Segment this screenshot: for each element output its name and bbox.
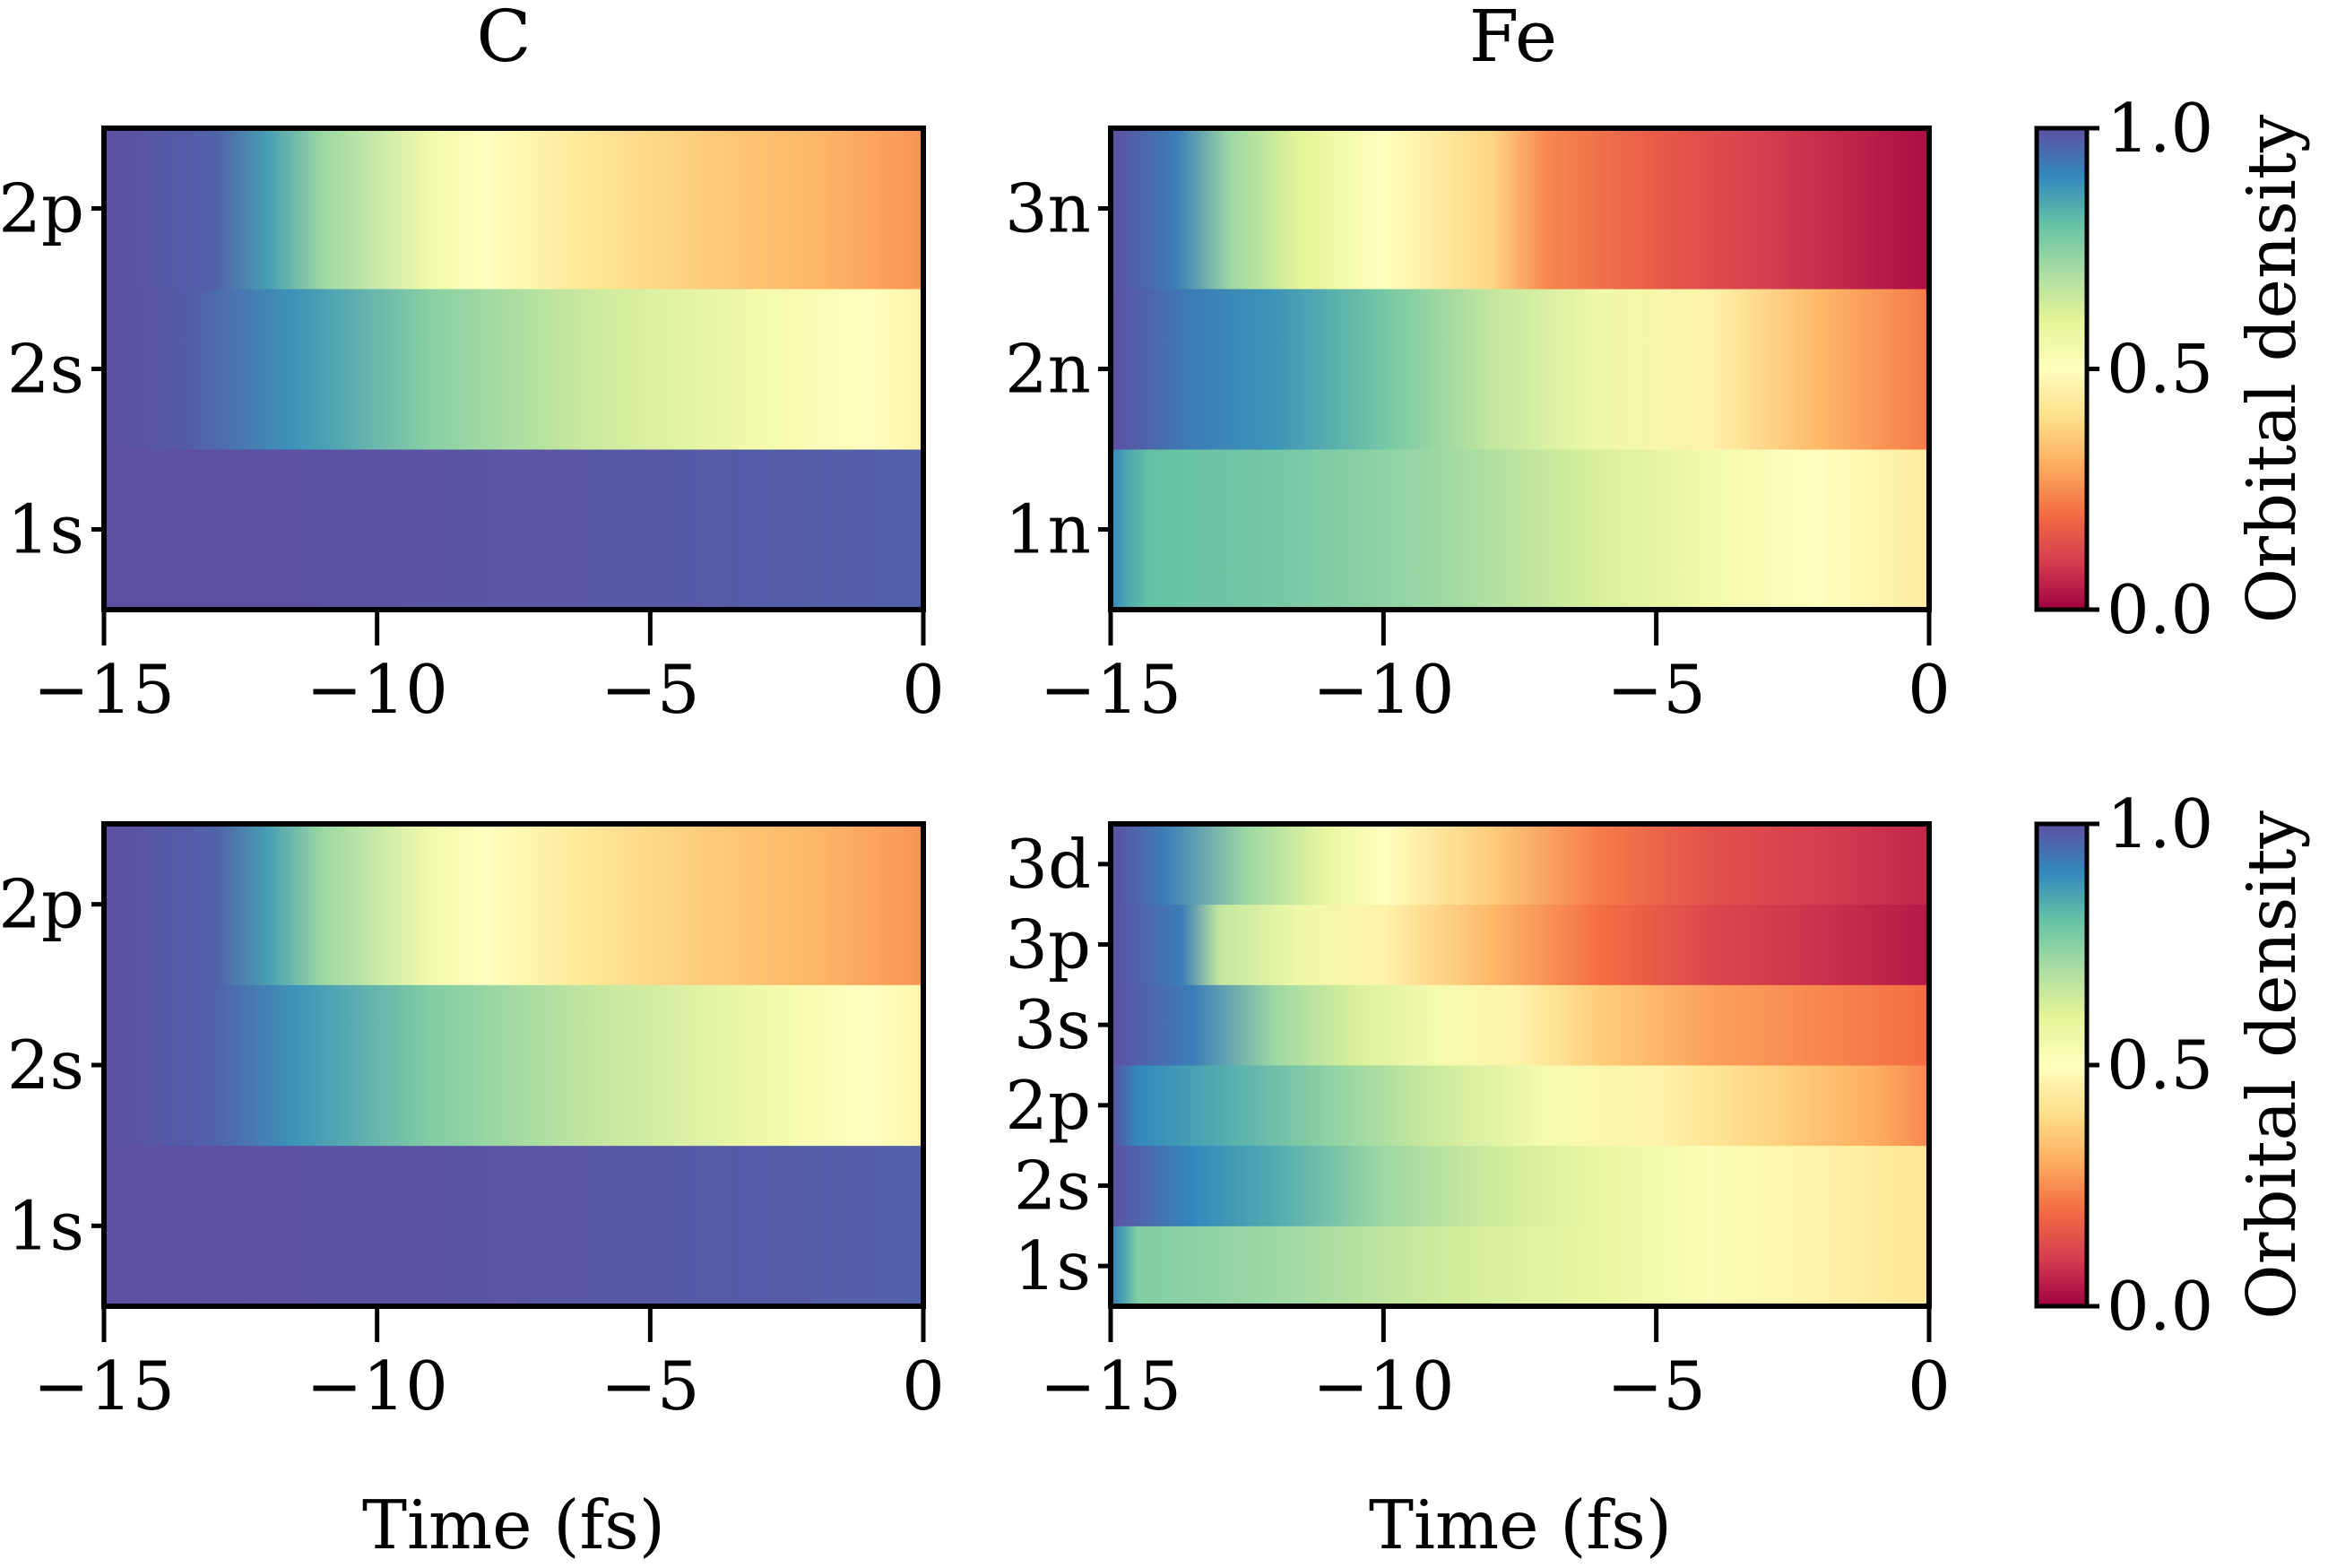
- y-tick-label: 1s: [1014, 1226, 1091, 1305]
- x-tick-label: −15: [33, 1347, 175, 1425]
- x-tick-label: 0: [902, 1347, 945, 1425]
- axes-frame: [101, 821, 926, 1309]
- y-tick-label: 1n: [1005, 490, 1091, 569]
- panel-fe-top: 1n 2n 3n −15 −10 −5 0: [1005, 126, 1951, 729]
- colorbar-tick-label: 0.0: [2107, 570, 2213, 649]
- y-tick-label: 2s: [7, 330, 84, 409]
- panel-c-top: 1s 2s 2p −15 −10 −5 0: [0, 126, 945, 729]
- axes-frame: [1108, 126, 1932, 612]
- x-tick-label: −10: [1312, 650, 1454, 729]
- heatmap-row-2s: [104, 984, 923, 1147]
- y-tick-label: 2p: [1005, 1066, 1091, 1145]
- panel-title-fe: Fe: [1469, 0, 1557, 78]
- heatmap-row-1s: [1111, 1226, 1929, 1307]
- x-tick-label: −10: [307, 650, 448, 729]
- heatmap-row-1n: [1111, 449, 1929, 611]
- x-tick-label: −5: [1606, 1347, 1706, 1425]
- heatmap-row-1s: [104, 449, 923, 611]
- x-tick-label: −15: [1040, 1347, 1181, 1425]
- x-tick-label: 0: [902, 650, 945, 729]
- heatmap-row-2p: [104, 824, 923, 985]
- panel-title-c: C: [476, 0, 531, 78]
- x-tick-label: −5: [1606, 650, 1706, 729]
- x-tick-label: −15: [33, 650, 175, 729]
- x-tick-label: 0: [1908, 650, 1951, 729]
- heatmap-row-2p: [104, 128, 923, 290]
- colorbar-tick-label: 1.0: [2107, 89, 2213, 168]
- x-axis-label-left: Time (fs): [362, 1486, 665, 1564]
- colorbar-tick-label: 1.0: [2107, 784, 2213, 863]
- x-axis-label-right: Time (fs): [1369, 1486, 1672, 1564]
- x-tick-label: −5: [601, 1347, 700, 1425]
- heatmap-row-2s: [104, 289, 923, 450]
- heatmap-row-1s: [104, 1145, 923, 1307]
- colorbar-label: Orbital density: [2232, 114, 2311, 623]
- heatmap-row-3n: [1111, 128, 1929, 290]
- x-tick-label: 0: [1908, 1347, 1951, 1425]
- colorbar-gradient: [2034, 126, 2090, 612]
- heatmap-row-2n: [1111, 289, 1929, 450]
- axes-frame: [101, 126, 926, 612]
- x-tick-label: −10: [307, 1347, 448, 1425]
- y-tick-label: 3d: [1005, 825, 1091, 904]
- colorbar-label: Orbital density: [2232, 810, 2311, 1320]
- y-tick-label: 3s: [1014, 985, 1091, 1064]
- colorbar-bottom: 0.0 0.5 1.0 Orbital density: [2034, 784, 2311, 1346]
- heatmap-row-2s: [1111, 1145, 1929, 1226]
- heatmap-row-2p: [1111, 1065, 1929, 1147]
- x-tick-label: −10: [1312, 1347, 1454, 1425]
- y-tick-label: 2s: [7, 1026, 84, 1105]
- heatmap-row-3p: [1111, 904, 1929, 985]
- y-tick-label: 1s: [7, 490, 84, 569]
- axes-frame: [1108, 821, 1932, 1309]
- y-tick-label: 2s: [1014, 1147, 1091, 1226]
- y-tick-label: 2p: [0, 865, 84, 944]
- x-tick-label: −5: [601, 650, 700, 729]
- y-tick-label: 3n: [1005, 169, 1091, 248]
- heatmap-row-3d: [1111, 824, 1929, 905]
- colorbar-gradient: [2034, 821, 2090, 1309]
- x-tick-label: −15: [1040, 650, 1181, 729]
- y-tick-label: 3p: [1005, 905, 1091, 984]
- panel-c-bottom: 1s 2s 2p −15 −10 −5 0: [0, 821, 945, 1425]
- colorbar-tick-label: 0.5: [2107, 330, 2213, 409]
- colorbar-tick-label: 0.0: [2107, 1267, 2213, 1346]
- y-tick-label: 1s: [7, 1186, 84, 1265]
- y-tick-label: 2n: [1005, 330, 1091, 409]
- heatmap-row-3s: [1111, 984, 1929, 1066]
- y-tick-label: 2p: [0, 169, 84, 248]
- colorbar-top: 0.0 0.5 1.0 Orbital density: [2034, 89, 2311, 649]
- colorbar-tick-label: 0.5: [2107, 1026, 2213, 1105]
